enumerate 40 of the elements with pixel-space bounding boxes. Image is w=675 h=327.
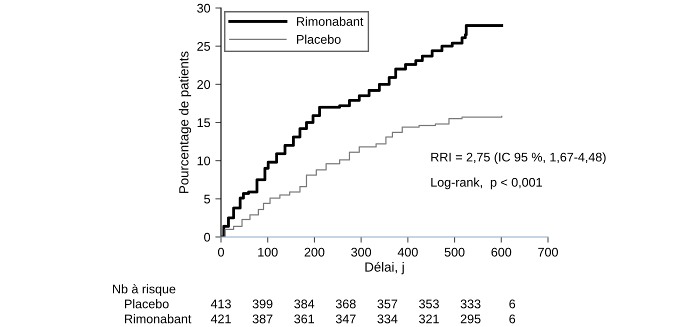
- text: 357: [377, 300, 398, 308]
- text: 399: [252, 300, 272, 308]
- x-tick-label: 200: [304, 248, 324, 257]
- y-tick-label: 30: [197, 4, 210, 13]
- text: 347: [336, 314, 356, 324]
- y-tick-label: 10: [198, 156, 210, 166]
- text: Placebo: [125, 299, 169, 308]
- text: 384: [294, 300, 314, 308]
- text: 333: [460, 300, 480, 308]
- text: 361: [294, 314, 314, 324]
- x-tick-label: 600: [491, 248, 512, 257]
- text: 6: [509, 300, 516, 308]
- y-axis-title: Pourcentage de patients: [178, 51, 192, 193]
- text: Rimonabant: [125, 314, 192, 324]
- text: 295: [460, 314, 481, 324]
- legend-label: Placebo: [297, 34, 341, 44]
- x-tick-label: 500: [444, 248, 465, 257]
- x-tick-label: 700: [538, 248, 558, 257]
- annotation: Log-rank, p < 0,001: [431, 178, 542, 190]
- x-tick-label: 300: [351, 248, 372, 257]
- y-tick-label: 15: [198, 118, 210, 128]
- x-tick-label: 400: [398, 248, 418, 257]
- text: 6: [509, 314, 516, 324]
- legend-label: Rimonabant: [297, 16, 364, 26]
- text: 421: [210, 314, 231, 324]
- text: 321: [419, 314, 439, 324]
- text: Nb à risque: [113, 284, 176, 296]
- x-axis-title: Délai, j: [365, 262, 404, 274]
- x-tick-label: 100: [258, 248, 278, 257]
- annotation: RRI = 2,75 (IC 95 %, 1,67-4,48): [431, 152, 606, 164]
- y-tick-label: 25: [197, 42, 210, 51]
- y-tick-label: 0: [204, 232, 210, 242]
- text: 413: [210, 300, 231, 308]
- text: 353: [419, 300, 439, 308]
- text: 334: [377, 314, 398, 324]
- y-tick-label: 20: [197, 80, 210, 89]
- text: 368: [336, 300, 356, 308]
- text: 387: [252, 314, 272, 324]
- y-tick-label: 5: [204, 194, 210, 204]
- x-tick-label: 0: [218, 248, 224, 257]
